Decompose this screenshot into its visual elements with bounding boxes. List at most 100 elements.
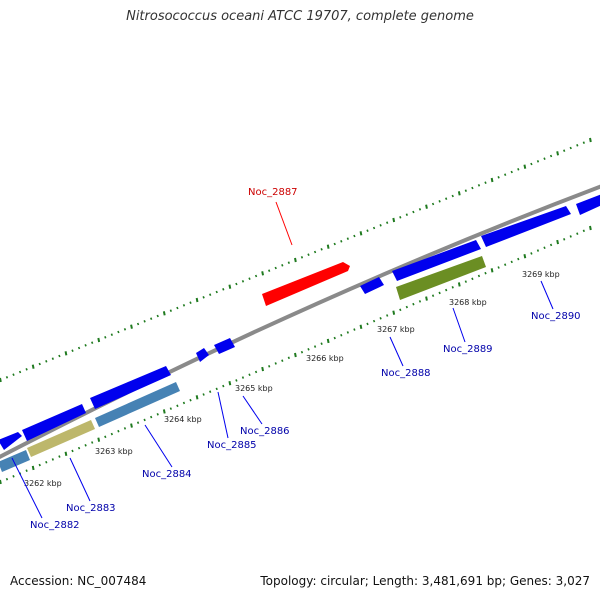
- tick-mark: [117, 330, 120, 334]
- cds-feature[interactable]: [95, 382, 180, 427]
- tick-mark: [71, 449, 74, 453]
- tick-mark: [392, 217, 396, 223]
- gene-label[interactable]: Noc_2884: [142, 469, 192, 480]
- tick-mark: [84, 444, 87, 447]
- tick-mark: [399, 308, 402, 312]
- tick-mark: [209, 390, 212, 393]
- tick-mark: [386, 314, 389, 317]
- tick-mark: [320, 342, 323, 346]
- cds-feature[interactable]: [392, 240, 481, 281]
- tick-mark: [156, 314, 159, 318]
- tick-mark: [379, 224, 382, 227]
- tick-mark: [484, 271, 487, 275]
- kbp-label: 3262 kbp: [24, 479, 62, 488]
- gene-labels: Noc_2882 Noc_2883 Noc_2884 Noc_2885 Noc_2886…: [11, 187, 581, 531]
- gene-label[interactable]: Noc_2890: [531, 311, 581, 322]
- tick-mark: [307, 348, 310, 351]
- tick-mark: [130, 324, 133, 329]
- cds-feature[interactable]: [396, 256, 486, 300]
- cds-feature[interactable]: [90, 366, 171, 409]
- tick-mark: [25, 469, 28, 473]
- tick-mark: [412, 210, 415, 214]
- forward-strand-features: [0, 194, 600, 450]
- tick-mark: [228, 381, 232, 386]
- tick-marks: [0, 137, 592, 485]
- tick-mark: [405, 213, 408, 216]
- gene-label[interactable]: Noc_2883: [66, 503, 116, 514]
- tick-mark: [418, 208, 422, 211]
- tick-mark: [195, 395, 199, 400]
- tick-mark: [0, 479, 2, 485]
- gene-label[interactable]: Noc_2887: [248, 187, 298, 198]
- tick-mark: [510, 170, 513, 174]
- tick-mark: [189, 301, 192, 304]
- tick-mark: [274, 362, 277, 365]
- gene-label[interactable]: Noc_2888: [381, 368, 431, 379]
- gene-noc-2887-feature[interactable]: [262, 262, 350, 306]
- gene-label[interactable]: Noc_2889: [443, 344, 493, 355]
- tick-mark: [268, 269, 271, 272]
- tick-mark: [235, 379, 238, 382]
- tick-mark: [254, 274, 258, 278]
- tick-mark: [517, 168, 520, 171]
- tick-mark: [504, 263, 507, 266]
- tick-mark: [425, 296, 428, 301]
- kbp-label: 3264 kbp: [164, 415, 202, 424]
- tick-mark: [510, 260, 513, 264]
- cds-feature[interactable]: [576, 194, 600, 215]
- tick-mark: [313, 345, 317, 348]
- tick-mark: [58, 354, 61, 358]
- tick-mark: [228, 284, 232, 289]
- tick-mark: [294, 257, 297, 263]
- tick-mark: [235, 282, 238, 286]
- gene-label[interactable]: Noc_2885: [207, 440, 257, 451]
- tick-mark: [143, 320, 146, 323]
- gene-label[interactable]: Noc_2882: [30, 520, 80, 531]
- tick-mark: [412, 302, 415, 306]
- tick-mark: [569, 235, 572, 238]
- tick-mark: [195, 297, 199, 303]
- kbp-label: 3267 kbp: [377, 325, 415, 334]
- gene-leader-line: [242, 395, 263, 425]
- cds-feature[interactable]: [481, 206, 571, 247]
- tick-mark: [169, 309, 172, 312]
- tick-mark: [326, 244, 330, 249]
- gene-leader-line: [217, 391, 229, 439]
- tick-mark: [425, 204, 428, 209]
- cds-feature[interactable]: [0, 432, 22, 450]
- tick-mark: [340, 240, 343, 243]
- tick-mark: [530, 252, 533, 255]
- tick-mark: [169, 407, 172, 410]
- tick-mark: [38, 463, 41, 467]
- tick-mark: [333, 242, 336, 246]
- tick-mark: [58, 455, 61, 458]
- cds-feature[interactable]: [22, 404, 86, 441]
- tick-mark: [12, 373, 15, 376]
- tick-mark: [136, 421, 140, 425]
- cds-feature[interactable]: [360, 277, 384, 294]
- cds-feature[interactable]: [214, 338, 235, 354]
- reverse-strand-features: [0, 256, 486, 472]
- tick-mark: [71, 349, 74, 352]
- gene-label[interactable]: Noc_2886: [240, 426, 290, 437]
- gene-leader-line: [275, 201, 293, 246]
- cds-feature[interactable]: [0, 450, 30, 472]
- cds-feature[interactable]: [196, 348, 209, 362]
- tick-mark: [353, 328, 356, 331]
- tick-mark: [536, 249, 540, 252]
- tick-mark: [162, 409, 166, 414]
- tick-mark: [464, 280, 467, 283]
- tick-mark: [5, 477, 9, 481]
- cds-feature[interactable]: [27, 420, 95, 457]
- tick-mark: [543, 246, 546, 250]
- tick-mark: [104, 336, 107, 339]
- tick-mark: [248, 277, 251, 280]
- tick-mark: [346, 331, 349, 334]
- tick-mark: [274, 266, 277, 270]
- tick-mark: [366, 229, 369, 232]
- tick-mark: [504, 173, 507, 176]
- tick-mark: [18, 370, 22, 374]
- tick-mark: [0, 377, 2, 383]
- tick-mark: [261, 271, 265, 276]
